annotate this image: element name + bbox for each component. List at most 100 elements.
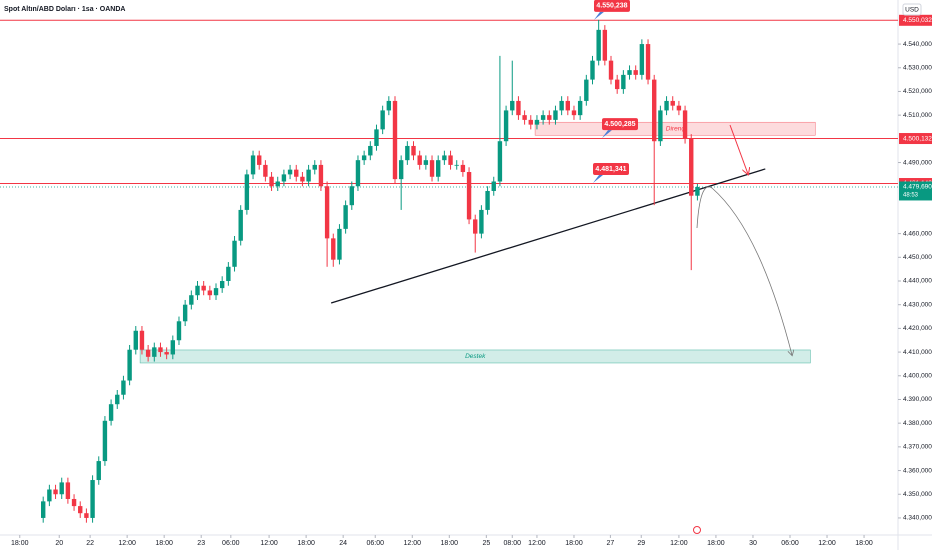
candle-body: [250, 155, 256, 175]
candle-body: [417, 155, 422, 165]
candle-body: [281, 174, 287, 182]
y-tick-label: 4.380,000: [903, 420, 932, 427]
callout-box: [594, 0, 630, 12]
event-icon[interactable]: [693, 526, 701, 534]
candle-body: [294, 169, 299, 177]
candle-body: [491, 181, 496, 191]
y-tick-label: 4.520,000: [903, 88, 932, 95]
y-tick-label: 4.540,000: [903, 41, 932, 48]
candle-body: [584, 79, 589, 101]
candle-body: [405, 145, 410, 161]
candle-body: [479, 209, 484, 234]
x-tick-label: 12:00: [818, 540, 836, 547]
candle-body: [65, 482, 71, 499]
candle-body: [152, 347, 157, 357]
candle-body: [423, 160, 429, 165]
candle-body: [102, 420, 108, 462]
labels: 4.550,0324.500,1324.481,1424.479,69048:5…: [593, 0, 932, 201]
candle-body: [207, 290, 213, 296]
candle-body: [195, 285, 200, 296]
x-tick-label: 12:00: [118, 540, 136, 547]
x-tick-label: 18:00: [297, 540, 315, 547]
candle-body: [287, 169, 293, 175]
y-tick-label: 4.350,000: [903, 491, 932, 498]
candle-body: [639, 44, 645, 75]
candle-body: [466, 172, 472, 220]
plot-area: [0, 0, 898, 535]
candle-body: [139, 330, 145, 350]
candle-body: [682, 110, 688, 139]
candle-body: [182, 304, 188, 322]
candle-body: [676, 105, 682, 111]
candle-body: [386, 100, 392, 111]
y-tick-label: 4.340,000: [903, 515, 932, 522]
y-tick-label: 4.410,000: [903, 349, 932, 356]
last-price-label: 4.479,690: [903, 184, 932, 191]
callout-label: 4.481,341: [595, 166, 626, 173]
candle-body: [695, 186, 700, 196]
x-tick-label: 08:00: [503, 540, 521, 547]
x-tick-label: 06:00: [222, 540, 240, 547]
x-tick-label: 12:00: [528, 540, 546, 547]
candle-body: [78, 506, 83, 514]
candle-body: [275, 181, 280, 187]
candle-body: [312, 164, 317, 170]
candle-body: [263, 164, 268, 177]
candle-body: [522, 115, 527, 120]
candle-body: [368, 145, 373, 156]
level-tag-label: 4.550,032: [903, 17, 932, 24]
y-tick-label: 4.510,000: [903, 112, 932, 119]
candle-body: [300, 176, 305, 182]
candle-body: [343, 205, 348, 229]
candle-body: [331, 238, 336, 260]
x-tick-label: 06:00: [781, 540, 799, 547]
currency[interactable]: USD: [905, 7, 919, 14]
callout-box: [602, 118, 638, 131]
zone: [139, 349, 811, 364]
zone-label: Direnç: [666, 125, 686, 132]
candle-body: [411, 145, 416, 156]
arrow: [729, 124, 748, 174]
candles: [41, 19, 700, 523]
callout-pointer: [602, 130, 612, 139]
candle-body: [164, 352, 169, 355]
candle-body: [201, 285, 206, 291]
candle-body: [645, 44, 651, 80]
candle-body: [547, 115, 552, 120]
candle-body: [516, 100, 521, 116]
candle-body: [361, 155, 367, 161]
callout-label: 4.500,285: [604, 121, 635, 128]
x-tick-label: 23: [197, 540, 205, 547]
x-tick-label: 12:00: [404, 540, 422, 547]
x-tick-label: 18:00: [155, 540, 173, 547]
candle-body: [565, 100, 571, 111]
last-price-tag: [899, 181, 932, 201]
y-tick-label: 4.460,000: [903, 230, 932, 237]
candle-body: [435, 160, 441, 177]
x-tick-label: 18:00: [855, 540, 873, 547]
y-tick-label: 4.420,000: [903, 325, 932, 332]
x-tick-label: 18:00: [707, 540, 725, 547]
callout-label: 4.550,238: [596, 3, 627, 10]
candle-body: [510, 100, 515, 111]
candle-body: [559, 100, 564, 111]
candle-body: [96, 461, 101, 481]
candle-body: [324, 186, 330, 239]
candle-body: [442, 155, 447, 161]
callout-pointer: [593, 175, 603, 184]
candle-body: [689, 138, 694, 196]
candle-body: [596, 29, 601, 61]
candle-body: [219, 281, 225, 289]
candle-body: [84, 513, 89, 518]
candle-body: [658, 110, 663, 142]
candle-body: [590, 60, 595, 80]
x-tick-label: 06:00: [366, 540, 384, 547]
x-tick-label: 29: [637, 540, 645, 547]
y-tick-label: 4.440,000: [903, 278, 932, 285]
candle-body: [602, 29, 608, 61]
y-tick-label: 4.400,000: [903, 372, 932, 379]
currency-box[interactable]: [902, 3, 922, 16]
candle-body: [392, 100, 398, 180]
candle-body: [670, 100, 675, 106]
candle-body: [71, 498, 77, 507]
